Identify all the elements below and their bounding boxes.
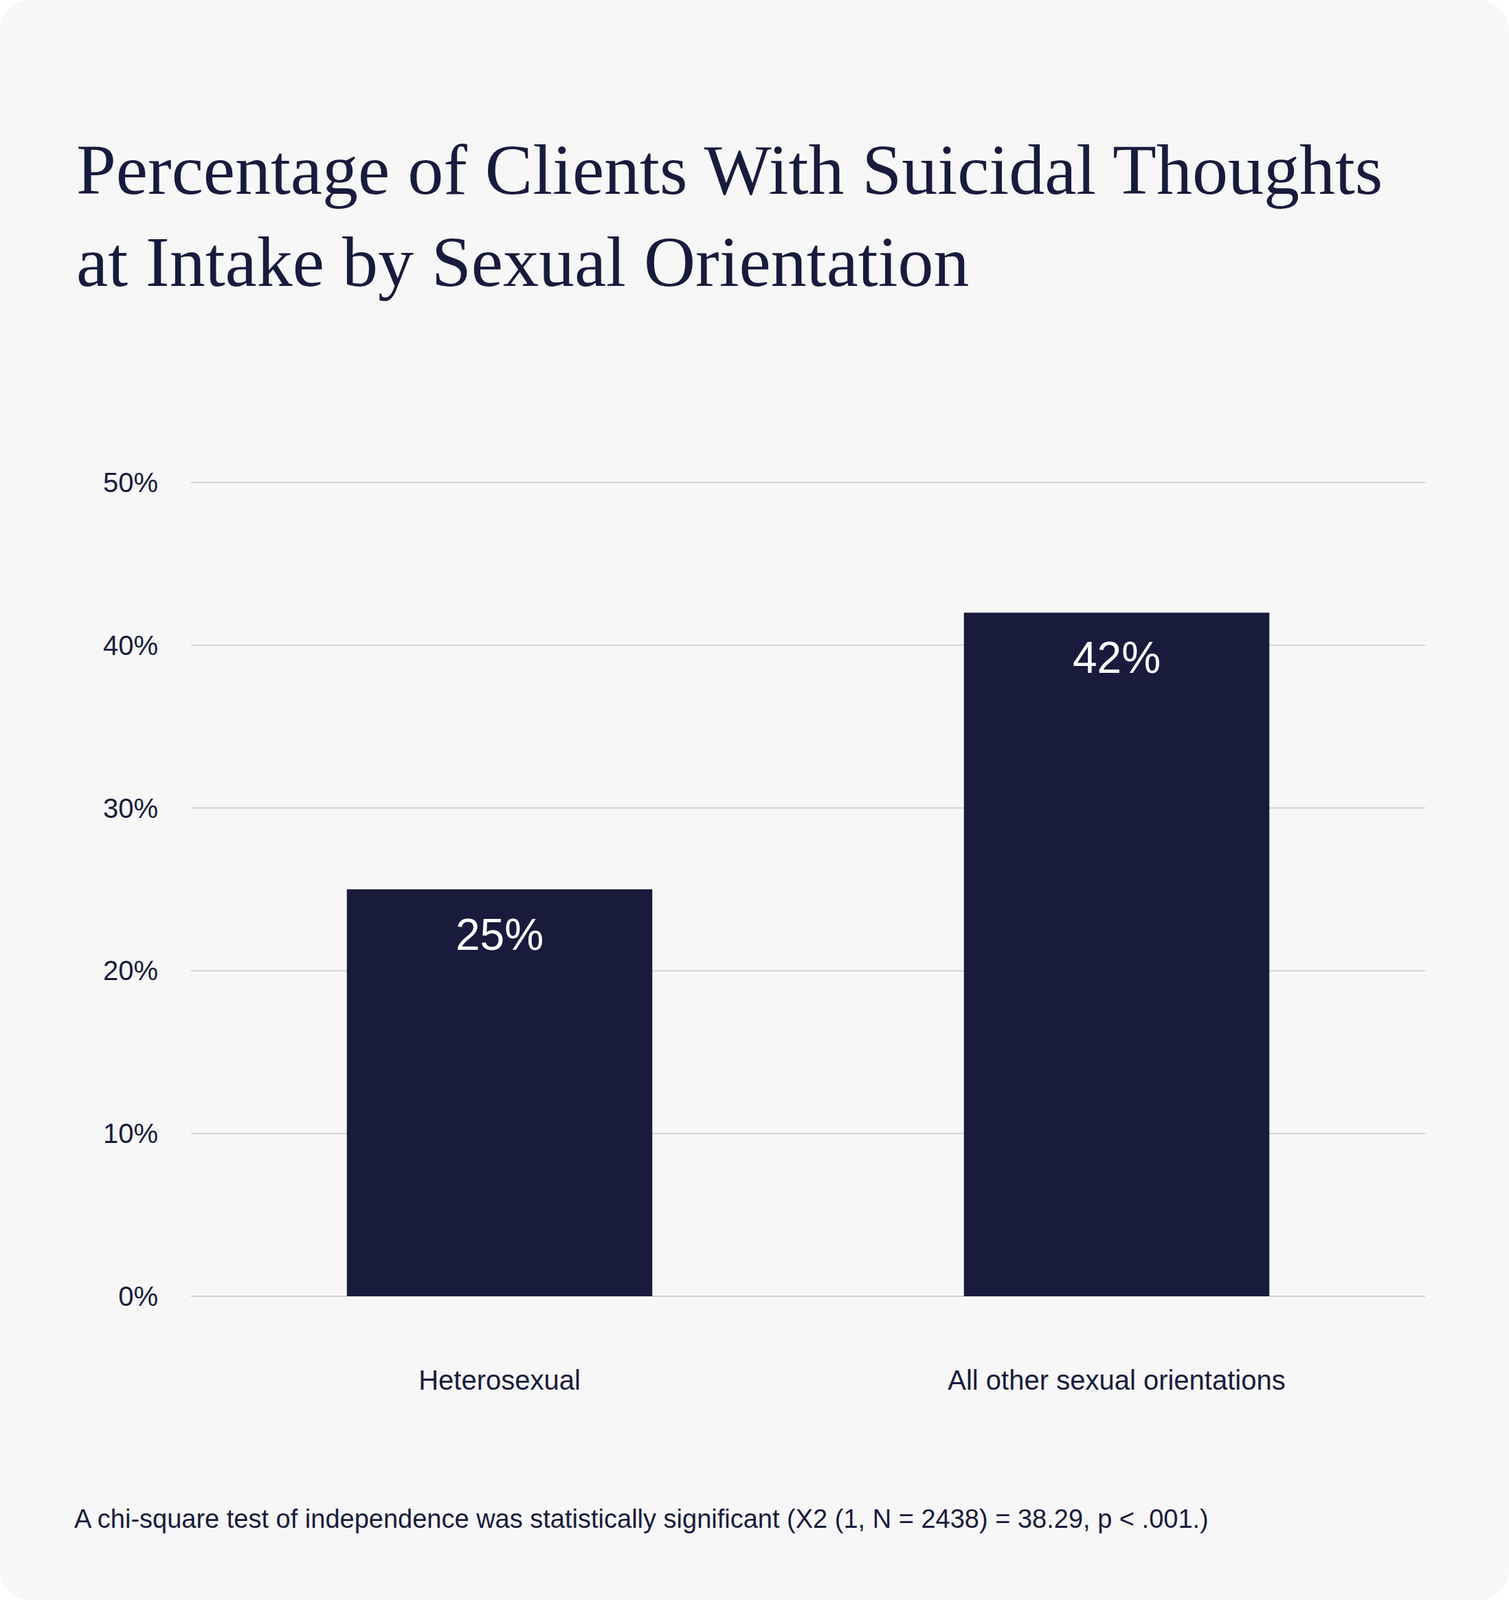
title: at Intake by Sexual Orientation: [76, 221, 970, 301]
y-tick-label: 30%: [103, 792, 159, 824]
x-tick-label: Heterosexual: [418, 1364, 581, 1395]
grid: [191, 482, 1426, 1296]
x-tick-label: All other sexual orientations: [947, 1364, 1285, 1395]
card: Percentage of Clients With Suicidal Thou…: [0, 0, 1509, 1600]
title: Percentage of Clients With Suicidal Thou…: [76, 129, 1383, 209]
y-tick-label: 0%: [118, 1280, 159, 1312]
labels: 25% Heterosexual 42% All other sexual orien…: [418, 632, 1286, 1395]
chart: Percentage of Clients With Suicidal Thou…: [0, 0, 1509, 1600]
y-tick-label: 20%: [103, 955, 159, 986]
data-label: 42%: [1072, 632, 1161, 683]
bar: [964, 612, 1270, 1296]
y-tick-label: 10%: [103, 1118, 159, 1149]
y-tick-label: 40%: [103, 630, 159, 661]
bar: [347, 889, 653, 1296]
grid-line: [191, 481, 1426, 484]
data-label: 25%: [455, 909, 544, 960]
bars: [347, 612, 1270, 1296]
annotation: A chi-square test of independence was st…: [74, 1504, 1209, 1534]
y-tick-label: 50%: [103, 467, 159, 498]
